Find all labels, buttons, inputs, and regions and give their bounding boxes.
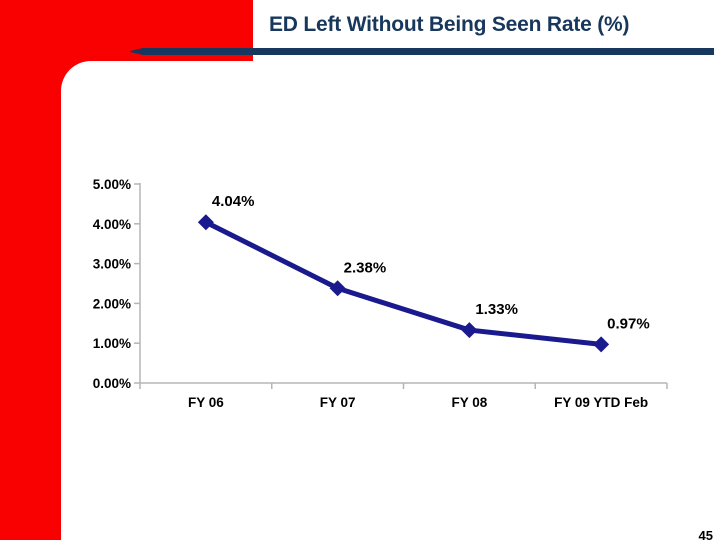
- page-number: 45: [698, 528, 713, 540]
- y-tick-label: 0.00%: [93, 376, 131, 391]
- data-point-marker: [461, 322, 478, 339]
- page-title: ED Left Without Being Seen Rate (%): [269, 13, 630, 36]
- data-point-label: 2.38%: [344, 259, 387, 276]
- x-category-label: FY 09 YTD Feb: [554, 395, 648, 410]
- content-panel: [61, 61, 720, 540]
- data-point-marker: [593, 336, 610, 353]
- x-category-label: FY 06: [188, 395, 224, 410]
- data-point-marker: [197, 214, 214, 231]
- y-tick-label: 1.00%: [93, 336, 131, 351]
- data-point-label: 0.97%: [607, 315, 650, 332]
- y-tick-label: 5.00%: [93, 177, 131, 192]
- data-point-label: 1.33%: [475, 301, 518, 318]
- y-tick-label: 2.00%: [93, 296, 131, 311]
- y-tick-label: 3.00%: [93, 257, 131, 272]
- title-underline-rule: [128, 48, 714, 55]
- data-point-marker: [329, 280, 346, 297]
- data-point-label: 4.04%: [212, 193, 255, 210]
- x-category-label: FY 08: [451, 395, 487, 410]
- x-category-label: FY 07: [320, 395, 356, 410]
- series-line: [203, 219, 604, 347]
- y-tick-label: 4.00%: [93, 217, 131, 232]
